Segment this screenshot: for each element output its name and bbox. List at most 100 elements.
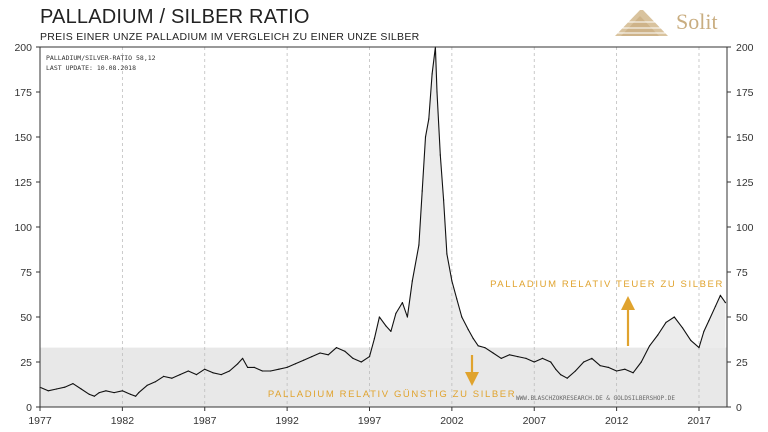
data-point-58 xyxy=(436,91,438,93)
data-point-12 xyxy=(130,393,132,395)
y-tick-label-left-75: 75 xyxy=(20,267,32,279)
data-point-27 xyxy=(242,357,244,359)
data-point-60 xyxy=(443,199,445,201)
x-tick-label-2002: 2002 xyxy=(440,415,464,427)
chart-title: PALLADIUM / SILBER RATIO xyxy=(40,6,310,28)
data-point-40 xyxy=(344,350,346,352)
data-point-95 xyxy=(698,347,700,349)
data-point-82 xyxy=(591,357,593,359)
y-tick-label-right-150: 150 xyxy=(736,132,754,144)
y-tick-label-right-25: 25 xyxy=(736,357,748,369)
data-point-37 xyxy=(319,352,321,354)
annotation-expensive: PALLADIUM RELATIV TEUER ZU SILBER xyxy=(490,279,724,290)
data-point-41 xyxy=(352,357,354,359)
solit-logo-icon xyxy=(614,10,668,36)
y-tick-label-right-100: 100 xyxy=(736,222,754,234)
data-point-74 xyxy=(533,361,535,363)
plot-frame xyxy=(39,46,728,408)
data-point-19 xyxy=(179,374,181,376)
data-point-92 xyxy=(673,316,675,318)
data-point-76 xyxy=(550,361,552,363)
data-point-22 xyxy=(204,368,206,370)
x-tick-label-2007: 2007 xyxy=(523,415,547,427)
shaded-band xyxy=(40,347,727,407)
data-point-11 xyxy=(121,390,123,392)
data-point-45 xyxy=(378,316,380,318)
data-point-33 xyxy=(286,366,288,368)
data-point-3 xyxy=(64,386,66,388)
data-point-39 xyxy=(335,347,338,349)
y-tick-label-left-175: 175 xyxy=(14,87,32,99)
y-tick-label-left-125: 125 xyxy=(14,177,32,189)
y-tick-label-left-50: 50 xyxy=(20,312,32,324)
data-point-7 xyxy=(93,395,95,397)
data-point-97 xyxy=(708,320,710,322)
data-point-4 xyxy=(72,383,74,385)
data-point-53 xyxy=(421,190,423,192)
data-point-9 xyxy=(105,390,107,392)
data-point-20 xyxy=(187,370,189,372)
data-point-88 xyxy=(640,361,642,363)
data-point-63 xyxy=(456,298,458,300)
data-point-1 xyxy=(47,390,49,392)
data-point-8 xyxy=(98,392,100,394)
data-point-65 xyxy=(467,329,469,331)
data-point-98 xyxy=(714,305,717,307)
data-point-61 xyxy=(446,253,448,255)
x-tick-label-1997: 1997 xyxy=(358,415,382,427)
data-point-13 xyxy=(135,395,137,397)
data-point-30 xyxy=(261,370,263,372)
data-point-87 xyxy=(632,372,634,374)
source-label: WWW.BLASCHZOKRESEARCH.DE & GOLDSILBERSHO… xyxy=(516,395,675,402)
y-tick-label-right-50: 50 xyxy=(736,312,748,324)
data-point-86 xyxy=(624,368,626,370)
arrow-up-head-icon xyxy=(621,296,635,310)
data-point-68 xyxy=(484,347,486,349)
data-point-44 xyxy=(373,338,375,340)
data-point-91 xyxy=(665,321,667,323)
data-point-35 xyxy=(303,359,305,361)
data-point-15 xyxy=(146,384,148,386)
logo-text: Solit xyxy=(676,9,718,34)
data-point-47 xyxy=(390,330,392,332)
data-point-66 xyxy=(472,338,474,340)
data-point-25 xyxy=(228,370,231,372)
y-tick-label-right-125: 125 xyxy=(736,177,754,189)
data-point-67 xyxy=(477,345,479,347)
data-point-24 xyxy=(220,374,222,376)
y-tick-label-left-25: 25 xyxy=(20,357,32,369)
x-tick-label-2012: 2012 xyxy=(605,415,629,427)
data-point-71 xyxy=(508,354,511,356)
data-point-50 xyxy=(406,316,408,318)
data-point-94 xyxy=(690,339,692,341)
data-point-6 xyxy=(88,393,90,395)
chart-subtitle: PREIS EINER UNZE PALLADIUM IM VERGLEICH … xyxy=(40,31,420,43)
x-tick-label-2017: 2017 xyxy=(687,415,711,427)
y-tick-label-right-75: 75 xyxy=(736,267,748,279)
data-point-69 xyxy=(492,352,494,354)
data-point-10 xyxy=(113,392,115,394)
x-tick-label-1987: 1987 xyxy=(193,415,217,427)
annotation-cheap: PALLADIUM RELATIV GÜNSTIG ZU SILBER xyxy=(268,389,516,400)
y-tick-label-left-100: 100 xyxy=(14,222,32,234)
y-tick-label-right-175: 175 xyxy=(736,87,754,99)
data-point-52 xyxy=(418,244,420,246)
data-point-80 xyxy=(574,370,577,372)
data-point-2 xyxy=(55,388,58,390)
data-point-90 xyxy=(657,334,659,336)
data-point-55 xyxy=(428,118,430,120)
data-point-38 xyxy=(327,354,329,356)
data-point-72 xyxy=(517,356,519,358)
data-point-28 xyxy=(247,366,249,368)
y-tick-label-right-0: 0 xyxy=(736,402,742,414)
data-point-59 xyxy=(439,154,441,156)
y-tick-label-left-0: 0 xyxy=(26,402,32,414)
data-point-73 xyxy=(525,357,527,359)
data-point-79 xyxy=(566,377,568,379)
data-point-70 xyxy=(500,357,502,359)
data-point-93 xyxy=(681,327,684,329)
data-point-99 xyxy=(719,294,722,296)
y-tick-label-right-200: 200 xyxy=(736,42,754,54)
data-point-5 xyxy=(80,388,82,390)
ratio-info-label: PALLADIUM/SILVER-RATIO 58,12 xyxy=(46,54,156,62)
